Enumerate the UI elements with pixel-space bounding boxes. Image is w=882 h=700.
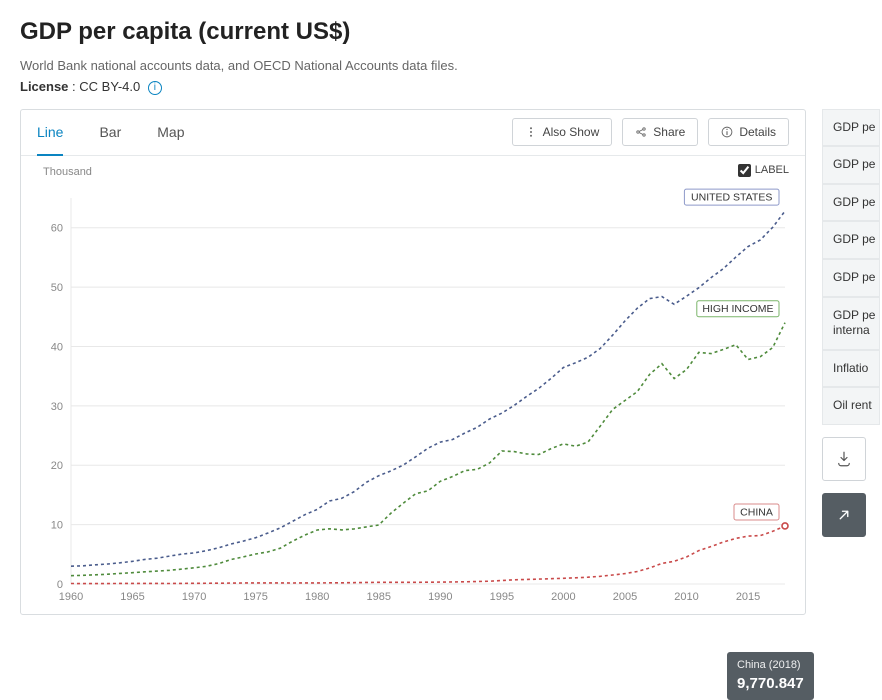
svg-text:40: 40	[51, 341, 63, 353]
license-row: License : CC BY-4.0 i	[20, 79, 882, 95]
header: GDP per capita (current US$) World Bank …	[20, 18, 882, 95]
svg-text:1965: 1965	[120, 591, 144, 603]
page-title: GDP per capita (current US$)	[20, 18, 882, 46]
download-button[interactable]	[822, 437, 866, 481]
svg-text:1985: 1985	[367, 591, 391, 603]
svg-text:1975: 1975	[243, 591, 267, 603]
svg-text:50: 50	[51, 282, 63, 294]
label-checkbox[interactable]: LABEL	[738, 164, 789, 177]
sidebar-item-7[interactable]: Oil rent	[822, 387, 880, 425]
svg-text:HIGH INCOME: HIGH INCOME	[702, 303, 773, 315]
sidebar: GDP peGDP peGDP peGDP peGDP peGDP peinte…	[822, 109, 880, 615]
dark-action-button[interactable]	[822, 493, 866, 537]
svg-text:30: 30	[51, 400, 63, 412]
tab-bar[interactable]: Bar	[99, 110, 121, 155]
line-chart[interactable]: 0 10 20 30 40 50 60 1960 1965 1970 1975 1980 1985 199…	[25, 178, 799, 608]
details-label: Details	[739, 125, 776, 139]
svg-text:1990: 1990	[428, 591, 452, 603]
tooltip-title: China (2018)	[737, 658, 804, 673]
svg-text:1995: 1995	[490, 591, 514, 603]
svg-text:2005: 2005	[613, 591, 637, 603]
svg-text:2000: 2000	[551, 591, 575, 603]
sidebar-item-0[interactable]: GDP pe	[822, 109, 880, 147]
info-icon	[721, 126, 733, 138]
license-value: CC BY-4.0	[79, 79, 140, 94]
chart-panel: Line Bar Map Also Show Share Details	[20, 109, 806, 615]
subtitle: World Bank national accounts data, and O…	[20, 58, 882, 73]
tab-line[interactable]: Line	[37, 110, 63, 156]
sidebar-item-4[interactable]: GDP pe	[822, 259, 880, 297]
svg-text:UNITED STATES: UNITED STATES	[691, 191, 772, 203]
tab-toolbar: Line Bar Map Also Show Share Details	[21, 110, 805, 156]
svg-text:2015: 2015	[736, 591, 760, 603]
share-label: Share	[653, 125, 685, 139]
svg-text:1970: 1970	[182, 591, 206, 603]
svg-text:10: 10	[51, 519, 63, 531]
vdots-icon	[525, 126, 537, 138]
svg-text:CHINA: CHINA	[740, 506, 773, 518]
sidebar-item-1[interactable]: GDP pe	[822, 146, 880, 184]
y-axis-label: Thousand	[43, 166, 799, 178]
svg-text:1960: 1960	[59, 591, 83, 603]
sidebar-item-5[interactable]: GDP peinterna	[822, 297, 880, 350]
license-label: License	[20, 79, 68, 94]
label-checkbox-input[interactable]	[738, 164, 751, 177]
svg-text:20: 20	[51, 460, 63, 472]
share-icon	[635, 126, 647, 138]
svg-text:0: 0	[57, 579, 63, 591]
chart-body: Thousand LABEL 0 10 20 30 40 50 60 1960 1965 1970…	[21, 156, 805, 614]
svg-text:2010: 2010	[674, 591, 698, 603]
sidebar-item-6[interactable]: Inflatio	[822, 350, 880, 388]
label-checkbox-text: LABEL	[755, 164, 789, 176]
share-button[interactable]: Share	[622, 118, 698, 146]
svg-text:60: 60	[51, 222, 63, 234]
sidebar-item-3[interactable]: GDP pe	[822, 221, 880, 259]
tooltip: China (2018) 9,770.847	[727, 652, 814, 700]
external-icon	[835, 506, 853, 524]
tooltip-value: 9,770.847	[737, 673, 804, 694]
download-icon	[835, 450, 853, 468]
also-show-button[interactable]: Also Show	[512, 118, 613, 146]
tabs: Line Bar Map	[37, 110, 185, 155]
svg-text:1980: 1980	[305, 591, 329, 603]
details-button[interactable]: Details	[708, 118, 789, 146]
info-icon[interactable]: i	[148, 81, 162, 95]
sidebar-item-2[interactable]: GDP pe	[822, 184, 880, 222]
also-show-label: Also Show	[543, 125, 600, 139]
tab-map[interactable]: Map	[157, 110, 184, 155]
